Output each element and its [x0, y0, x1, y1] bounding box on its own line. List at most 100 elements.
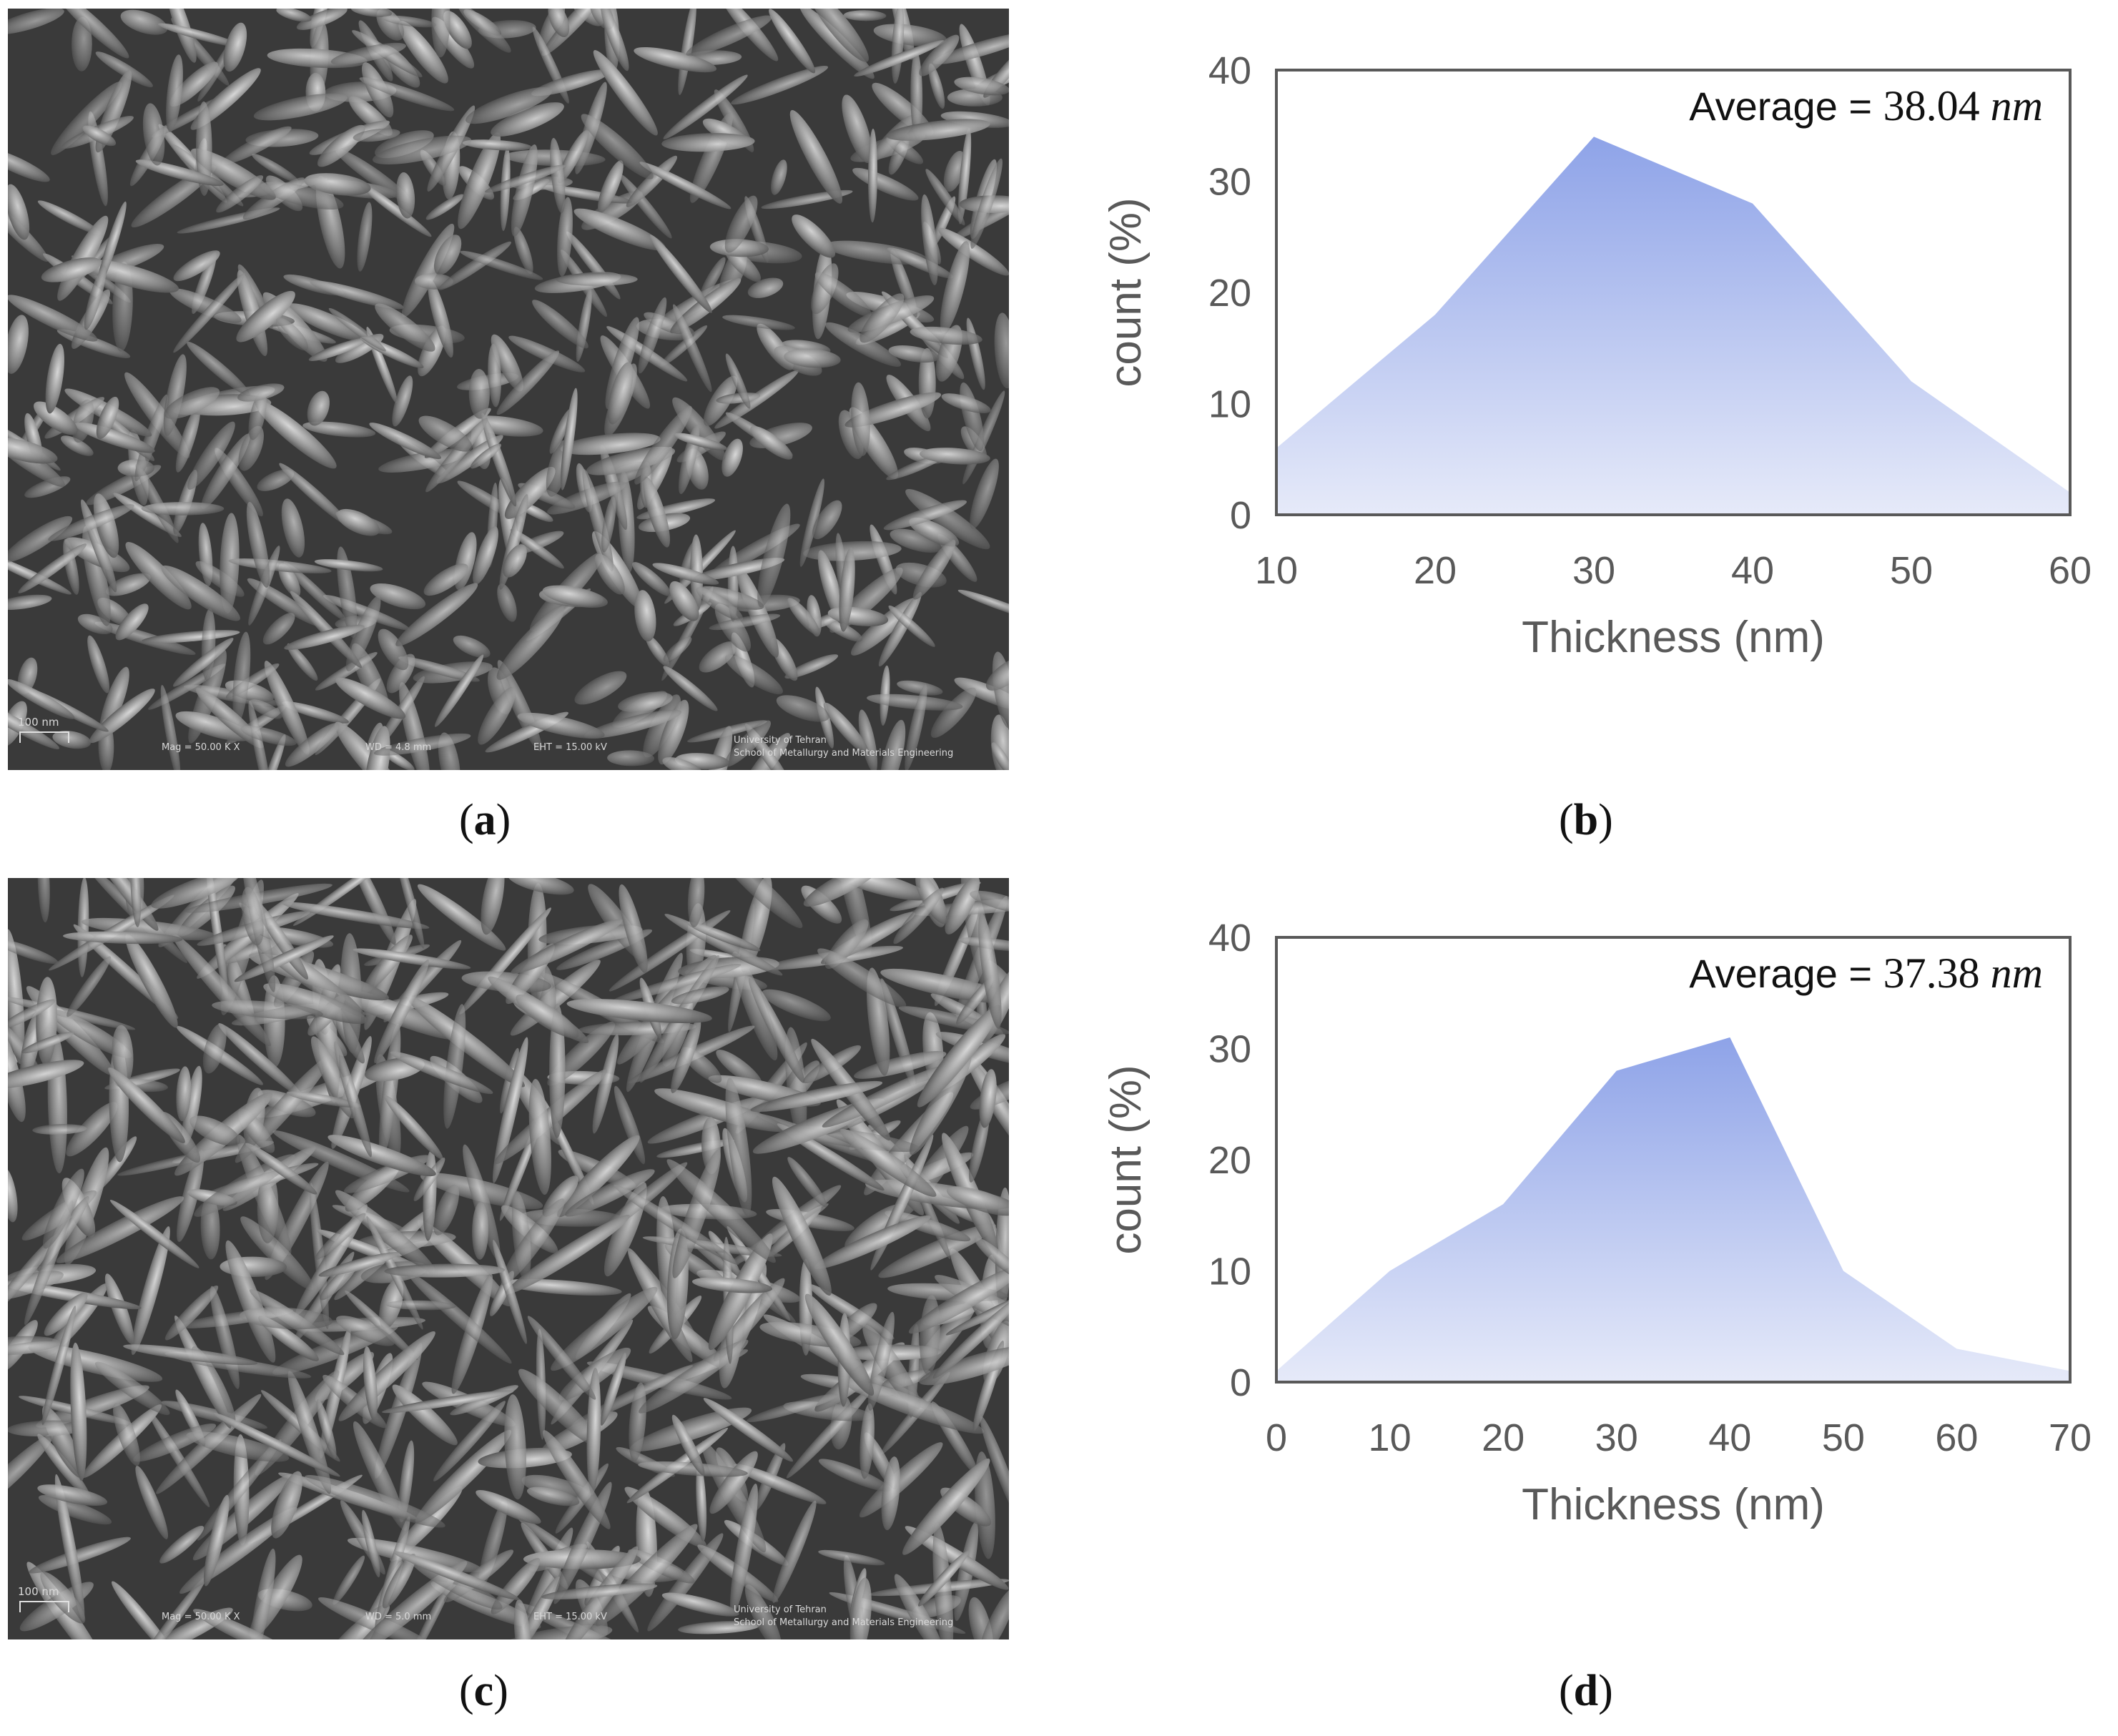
sem-particle [21, 1032, 74, 1054]
sem-particle [551, 1286, 658, 1371]
sem-particle [135, 1465, 169, 1539]
x-tick-label: 20 [1482, 1416, 1525, 1459]
sem-particle [112, 1581, 177, 1639]
sem-particle [172, 638, 234, 687]
sem-particle [859, 1442, 943, 1518]
x-tick-label: 60 [1935, 1416, 1978, 1459]
sem-particle [772, 1176, 832, 1296]
sem-particle [282, 701, 349, 724]
sem-particle [307, 390, 330, 426]
sem-particle [812, 500, 842, 540]
sem-particle [249, 699, 282, 719]
sem-particle [382, 1390, 514, 1414]
sem-particle [212, 1000, 323, 1020]
sem-particle [618, 691, 673, 713]
sem-particle [120, 9, 168, 35]
sem-particle [40, 1572, 86, 1624]
sem-particle [862, 1324, 921, 1409]
sem-particle [792, 214, 836, 258]
sem-particle [216, 175, 264, 213]
x-tick-label: 30 [1572, 549, 1615, 592]
sem-particle [919, 34, 960, 77]
sem-particle [413, 1157, 445, 1202]
sem-particle [236, 290, 295, 342]
sem-particle [557, 197, 573, 277]
sem-particle [672, 304, 712, 393]
sem-particle [94, 1361, 170, 1416]
sem-particle [425, 194, 464, 220]
sem-particle [175, 711, 252, 741]
sem-particle [970, 458, 999, 529]
sem-image-a: 100 nm Mag = 50.00 K X WD = 4.8 mm EHT =… [8, 9, 1009, 770]
sem-particle [769, 9, 816, 74]
sem-particle [659, 325, 708, 367]
sem-particle [337, 508, 380, 536]
sem-particle [334, 1041, 372, 1158]
sem-particle [696, 587, 744, 621]
sem-particle [737, 566, 779, 658]
sem-particle [327, 1135, 436, 1177]
magnification-c: Mag = 50.00 K X [162, 1612, 240, 1622]
sem-particle [957, 127, 972, 225]
scale-bar-label-a: 100 nm [18, 716, 59, 729]
sem-particle [240, 1216, 314, 1291]
sem-particle [345, 596, 381, 672]
sem-particle [160, 684, 181, 770]
sem-particle [8, 1167, 18, 1223]
sem-particle [543, 1430, 611, 1529]
sem-particle [639, 1339, 749, 1414]
sem-particle [82, 125, 117, 147]
sem-particle [859, 293, 905, 343]
sem-particle [37, 1434, 92, 1500]
institution-line2-a: School of Metallurgy and Materials Engin… [734, 748, 954, 759]
sem-particle [980, 1416, 1009, 1526]
sem-particle [338, 1331, 435, 1421]
sem-particle [804, 1293, 875, 1396]
sem-particle [335, 148, 411, 203]
sem-particle [542, 585, 608, 608]
sem-particle [581, 114, 654, 179]
sem-particle [481, 413, 517, 507]
sem-particle [415, 1429, 512, 1523]
sem-particle [905, 1526, 1009, 1590]
sem-particle [49, 1009, 132, 1059]
sem-particle [135, 159, 224, 187]
average-annotation: Average = 37.38 nm [1689, 950, 2043, 997]
sem-particle [485, 164, 566, 193]
sem-particle [468, 369, 490, 419]
sem-particle [699, 586, 764, 610]
sem-particle [283, 561, 346, 621]
sem-particle [142, 103, 165, 166]
sem-particle [725, 353, 751, 409]
sem-particle [407, 995, 525, 1088]
sem-particle [566, 999, 712, 1023]
sem-particle [839, 547, 855, 632]
sem-particle [333, 1555, 365, 1605]
sem-particle [438, 732, 460, 770]
sem-particle [691, 1277, 773, 1293]
y-tick-label: 0 [1230, 1361, 1251, 1404]
sem-particle [601, 496, 616, 553]
sem-particle [286, 1091, 361, 1108]
sem-particle [607, 362, 634, 425]
sem-particle [941, 393, 991, 414]
sem-particle [359, 77, 455, 112]
sem-particle [195, 101, 212, 196]
sem-particle [173, 250, 220, 282]
sem-particle [930, 687, 977, 738]
sem-particle [8, 999, 56, 1030]
sem-particle [784, 654, 839, 679]
sem-particle [191, 1346, 236, 1426]
sem-particle [105, 573, 151, 596]
sem-particle [472, 1202, 489, 1260]
sem-particle [932, 1523, 954, 1639]
sem-particle [586, 1367, 601, 1495]
sem-particle [762, 989, 831, 1022]
sem-particle [361, 1509, 380, 1578]
sem-particle [881, 1456, 900, 1531]
sem-particle [8, 594, 52, 611]
sem-particle [481, 878, 505, 935]
sem-particle [504, 466, 556, 519]
institution-line1-c: University of Tehran [734, 1604, 827, 1615]
sem-particle [717, 878, 803, 929]
